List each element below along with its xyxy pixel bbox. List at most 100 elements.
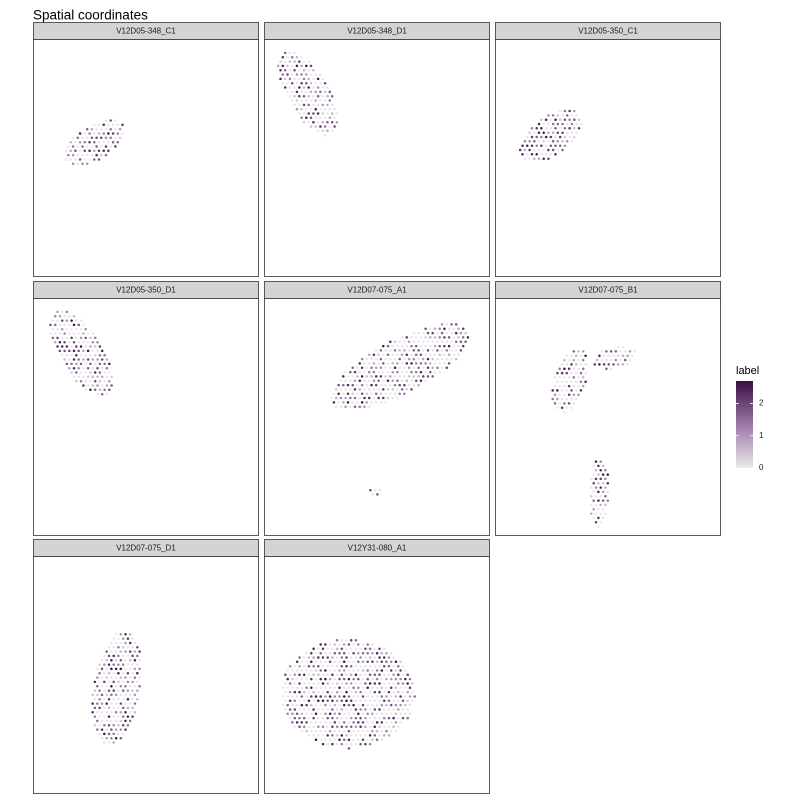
spot-point — [105, 659, 108, 662]
spot-point — [393, 357, 397, 361]
spot-point — [335, 673, 339, 677]
spot-point — [567, 358, 571, 362]
spot-point — [392, 682, 395, 685]
spot-point — [314, 81, 317, 85]
spot-point — [300, 64, 303, 68]
spot-point — [89, 336, 92, 340]
facet-plot-area — [33, 556, 259, 794]
spot-point — [387, 673, 391, 677]
spot-point — [563, 118, 567, 121]
spot-point — [590, 495, 593, 498]
spot-point — [592, 464, 595, 468]
spot-point — [119, 685, 123, 688]
spot-point — [553, 402, 557, 405]
spot-point — [335, 647, 339, 651]
spot-point — [373, 664, 377, 668]
spot-point — [563, 376, 566, 379]
spot-point — [60, 319, 64, 322]
spot-point — [386, 396, 390, 400]
spot-point — [105, 676, 108, 679]
spot-point — [429, 362, 432, 365]
spot-point — [317, 734, 320, 737]
spot-point — [386, 344, 390, 348]
spot-point — [82, 358, 85, 361]
spot-point — [330, 103, 334, 107]
spot-point — [394, 677, 398, 681]
spot-point — [380, 695, 384, 698]
spot-point — [290, 90, 294, 94]
spot-point — [288, 690, 292, 694]
spot-point — [335, 656, 339, 659]
spot-point — [560, 371, 564, 375]
spot-point — [619, 350, 622, 353]
spot-point — [368, 716, 372, 720]
spot-point — [117, 697, 120, 701]
spot-point — [112, 637, 115, 640]
spot-point — [56, 345, 59, 348]
spot-point — [414, 336, 418, 339]
spot-point — [60, 336, 64, 340]
spot-point — [436, 357, 439, 361]
spot-point — [558, 144, 562, 147]
spot-point — [384, 392, 387, 395]
spot-point — [558, 118, 562, 121]
spot-point — [100, 153, 103, 157]
spot-point — [288, 708, 292, 711]
spot-point — [459, 349, 463, 352]
spot-point — [88, 149, 91, 153]
spot-point — [340, 734, 344, 737]
spot-point — [445, 340, 449, 344]
spot-point — [554, 144, 557, 147]
spot-point — [556, 131, 560, 134]
spot-point — [607, 363, 611, 366]
spot-point — [375, 686, 379, 690]
spot-point — [112, 732, 115, 736]
spot-point — [291, 677, 294, 681]
spot-point — [342, 375, 345, 378]
spot-point — [93, 371, 97, 374]
spot-point — [119, 736, 123, 740]
spot-point — [312, 94, 315, 98]
spot-point — [97, 149, 101, 153]
spot-point — [77, 375, 80, 379]
spot-point — [597, 525, 600, 528]
spot-point — [82, 332, 85, 335]
spot-point — [283, 68, 287, 72]
spot-point — [363, 362, 366, 365]
spot-point — [385, 721, 388, 724]
spot-point — [389, 366, 392, 369]
spot-point — [321, 690, 325, 694]
spot-point — [572, 402, 576, 405]
spot-point — [312, 103, 315, 107]
spot-point — [384, 349, 387, 352]
spot-point — [342, 677, 346, 681]
spot-point — [100, 710, 104, 714]
spot-point — [117, 689, 120, 692]
spot-point — [58, 349, 62, 353]
spot-point — [599, 469, 602, 472]
spot-point — [542, 131, 545, 134]
spot-point — [351, 383, 354, 387]
spot-point — [359, 742, 362, 746]
spot-point — [298, 103, 301, 107]
spot-point — [293, 94, 296, 98]
spot-point — [537, 157, 541, 160]
spot-point — [333, 116, 336, 120]
spot-point — [107, 672, 111, 675]
spot-point — [385, 695, 388, 698]
spot-point — [454, 340, 458, 344]
spot-point — [360, 392, 364, 395]
spot-point — [414, 362, 418, 365]
spot-point — [540, 135, 543, 139]
spot-point — [317, 716, 320, 720]
spot-point — [105, 702, 108, 705]
spot-point — [370, 375, 373, 378]
spot-point — [345, 742, 348, 746]
spot-point — [364, 725, 367, 729]
spot-point — [438, 362, 441, 365]
spot-point — [347, 651, 351, 655]
spot-point — [393, 392, 397, 395]
spot-point — [298, 708, 301, 711]
spot-point — [295, 64, 299, 68]
spot-point — [100, 702, 104, 705]
